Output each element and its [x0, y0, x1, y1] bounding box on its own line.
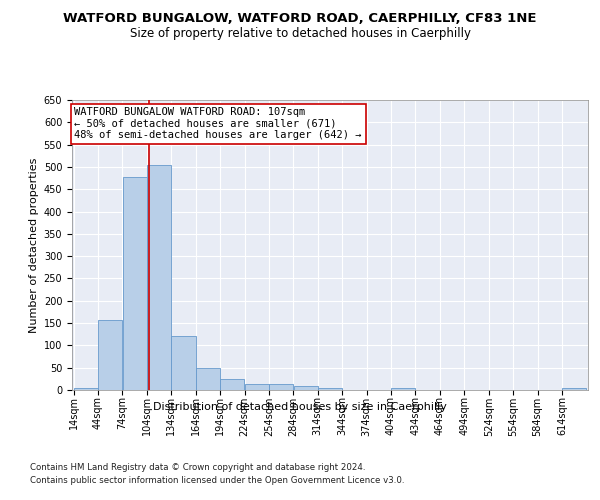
Bar	[147, 164, 171, 390]
Bar	[293, 386, 317, 390]
Bar	[562, 388, 586, 390]
Text: Contains HM Land Registry data © Crown copyright and database right 2024.: Contains HM Land Registry data © Crown c…	[30, 462, 365, 471]
Bar	[220, 379, 244, 390]
Bar	[196, 368, 220, 390]
Bar	[269, 384, 293, 390]
Bar	[122, 176, 146, 390]
Bar	[74, 388, 98, 390]
Text: Distribution of detached houses by size in Caerphilly: Distribution of detached houses by size …	[153, 402, 447, 412]
Bar	[245, 384, 269, 390]
Bar	[318, 388, 342, 390]
Y-axis label: Number of detached properties: Number of detached properties	[29, 158, 40, 332]
Text: WATFORD BUNGALOW WATFORD ROAD: 107sqm
← 50% of detached houses are smaller (671): WATFORD BUNGALOW WATFORD ROAD: 107sqm ← …	[74, 108, 362, 140]
Text: Size of property relative to detached houses in Caerphilly: Size of property relative to detached ho…	[130, 28, 470, 40]
Text: Contains public sector information licensed under the Open Government Licence v3: Contains public sector information licen…	[30, 476, 404, 485]
Text: WATFORD BUNGALOW, WATFORD ROAD, CAERPHILLY, CF83 1NE: WATFORD BUNGALOW, WATFORD ROAD, CAERPHIL…	[63, 12, 537, 26]
Bar	[391, 388, 415, 390]
Bar	[98, 320, 122, 390]
Bar	[172, 336, 196, 390]
